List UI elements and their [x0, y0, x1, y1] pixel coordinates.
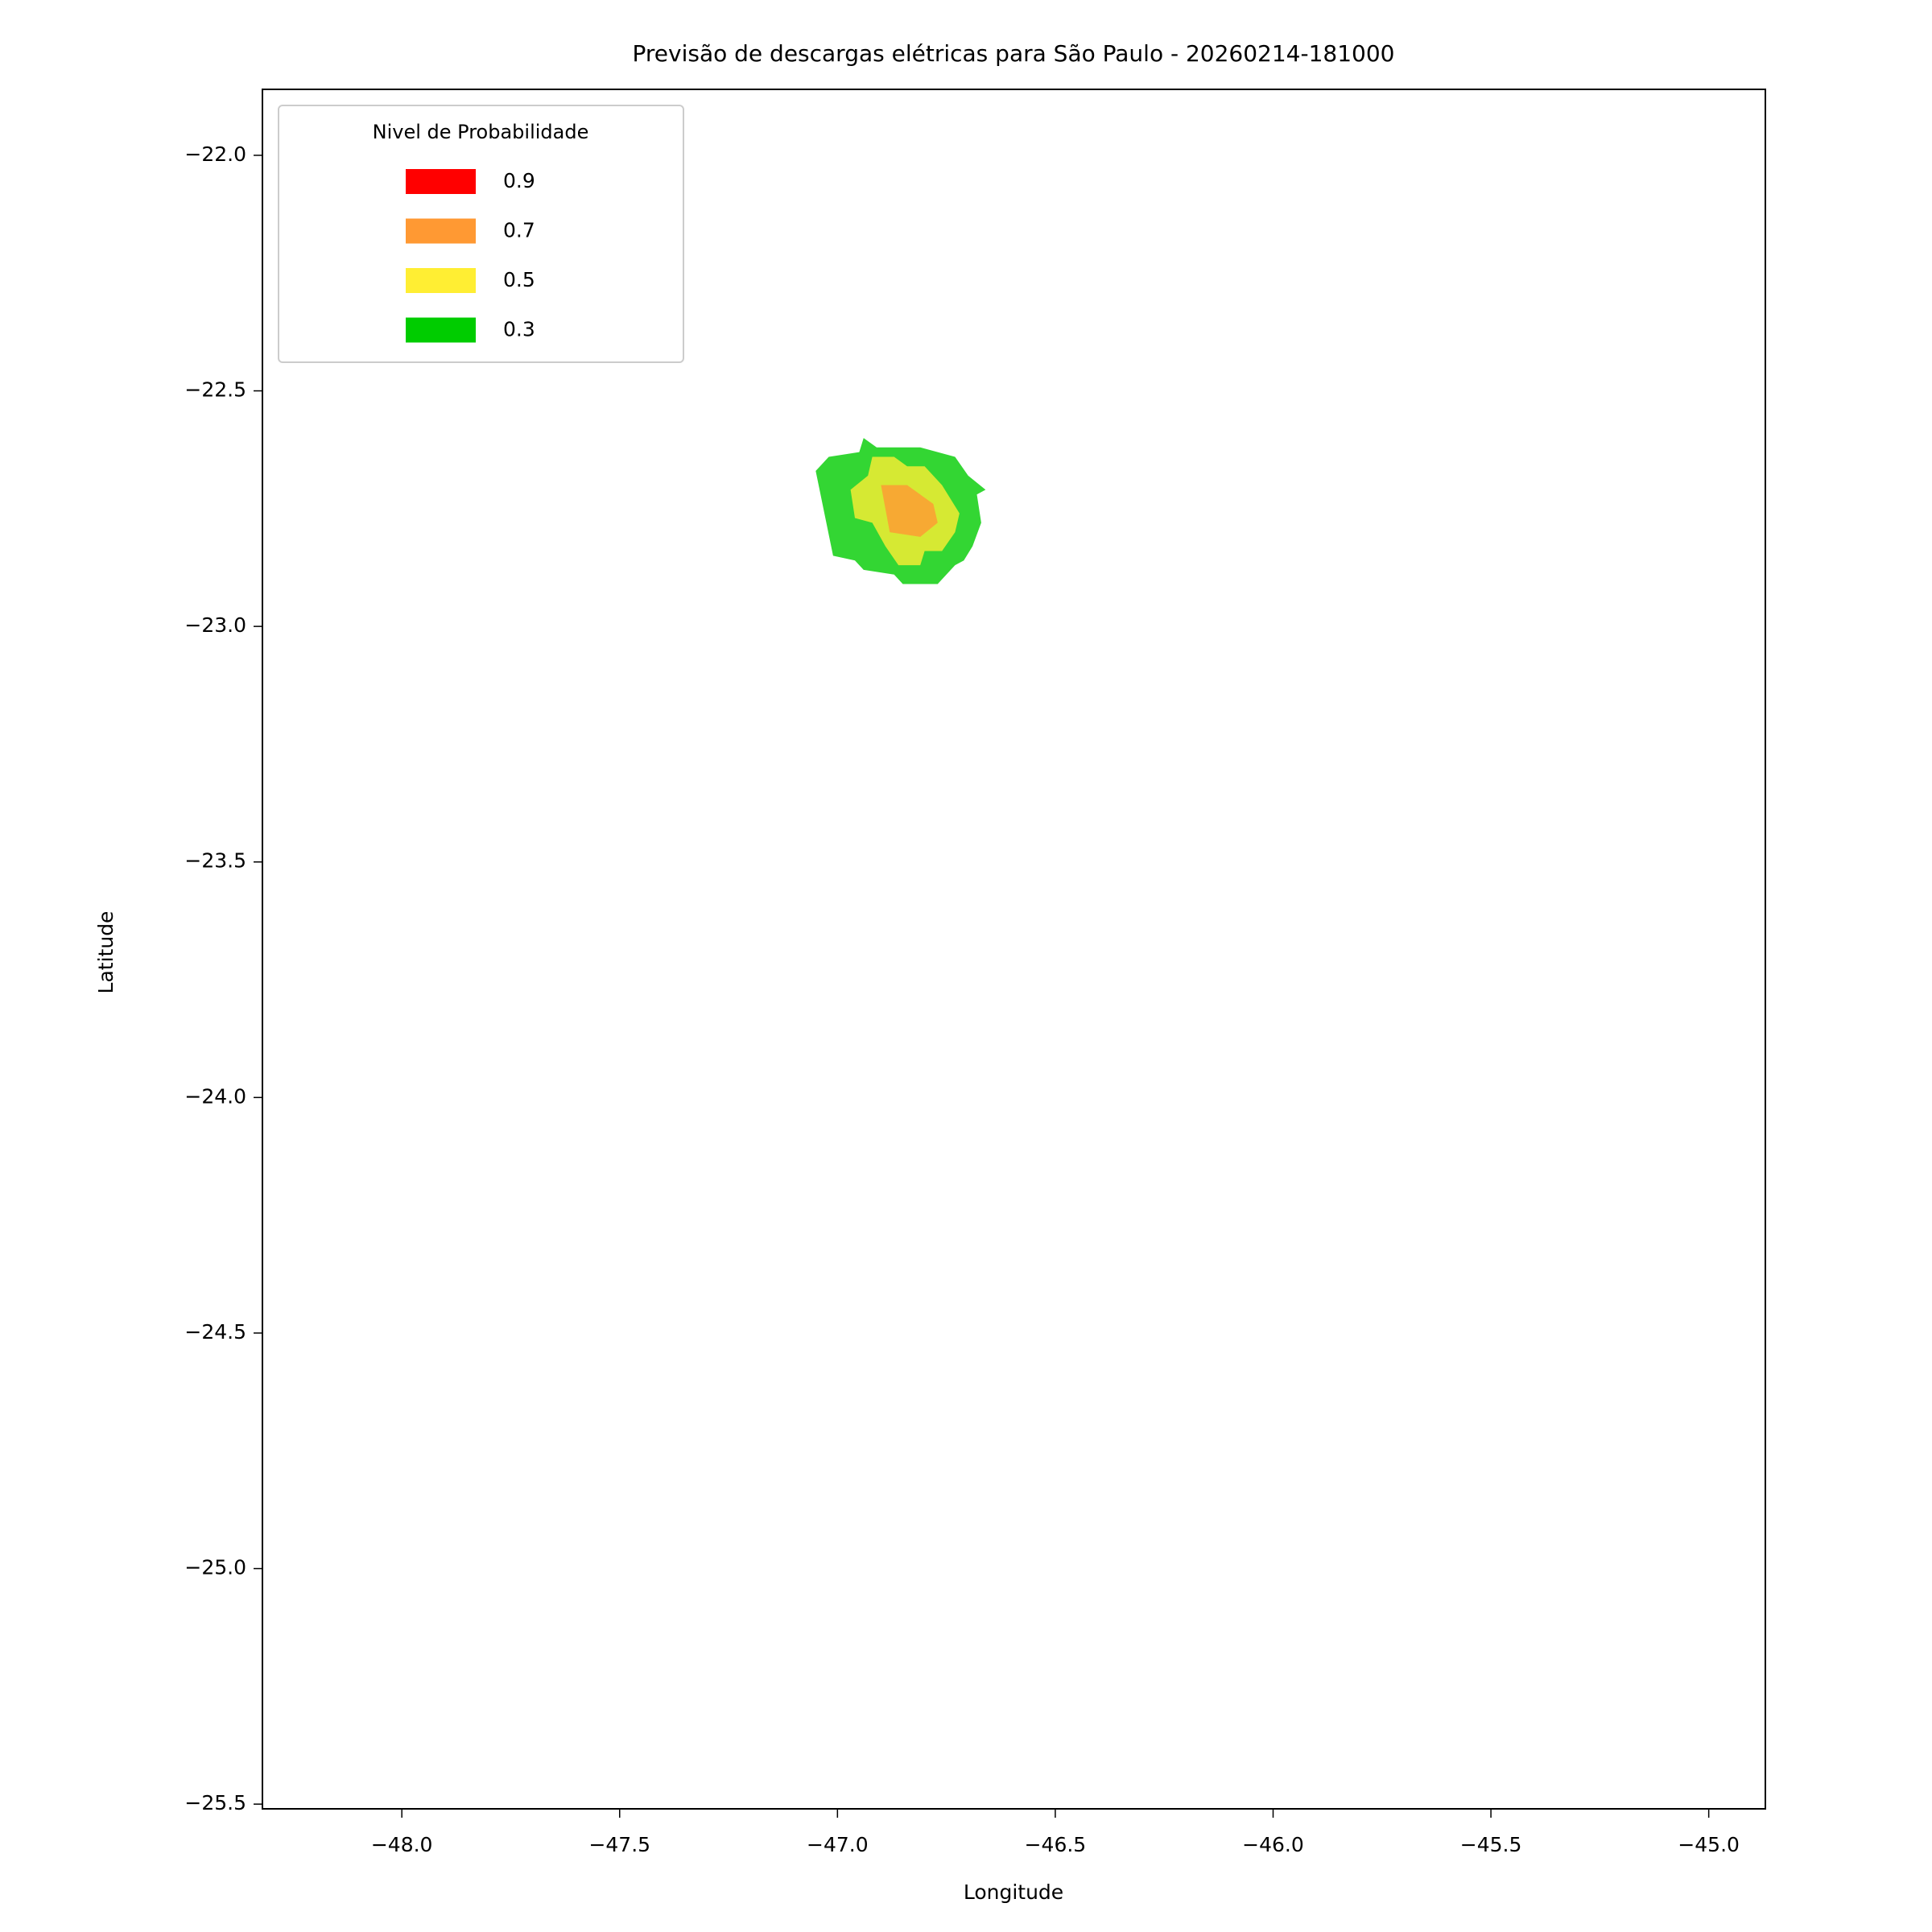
- legend-swatch: [406, 268, 476, 293]
- legend-title: Nivel de Probabilidade: [373, 121, 589, 143]
- x-tick-label: −45.5: [1460, 1833, 1522, 1856]
- chart-title: Previsão de descargas elétricas para São…: [633, 40, 1395, 67]
- y-tick-label: −23.0: [184, 613, 246, 637]
- y-tick-label: −22.0: [184, 142, 246, 166]
- contour-region: [881, 485, 938, 537]
- legend-label: 0.3: [503, 318, 535, 341]
- y-tick-label: −24.5: [184, 1320, 246, 1344]
- legend-swatch: [406, 317, 476, 343]
- y-tick-label: −24.0: [184, 1084, 246, 1108]
- x-tick-label: −47.0: [807, 1833, 869, 1856]
- x-tick-label: −46.5: [1025, 1833, 1087, 1856]
- x-tick-label: −48.0: [371, 1833, 433, 1856]
- y-tick-label: −25.5: [184, 1791, 246, 1814]
- plot-frame: [262, 89, 1766, 1810]
- x-tick-label: −45.0: [1678, 1833, 1740, 1856]
- y-tick-label: −22.5: [184, 378, 246, 402]
- legend-swatch: [406, 169, 476, 194]
- legend-box: [278, 105, 684, 363]
- x-tick-label: −46.0: [1242, 1833, 1304, 1856]
- y-tick-label: −25.0: [184, 1556, 246, 1579]
- y-axis-label: Latitude: [94, 911, 118, 994]
- legend-swatch: [406, 218, 476, 244]
- x-axis-label: Longitude: [964, 1880, 1063, 1904]
- legend-label: 0.7: [503, 219, 535, 242]
- y-tick-label: −23.5: [184, 849, 246, 873]
- legend-label: 0.9: [503, 169, 535, 192]
- x-tick-label: −47.5: [588, 1833, 650, 1856]
- legend-label: 0.5: [503, 268, 535, 291]
